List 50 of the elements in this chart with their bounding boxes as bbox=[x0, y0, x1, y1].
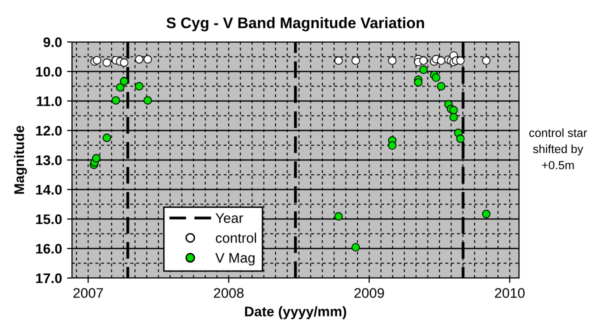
y-tick-label: 13.0 bbox=[36, 155, 62, 166]
point bbox=[120, 58, 128, 67]
text: control star shifted by +0.5m bbox=[529, 128, 588, 170]
point bbox=[351, 56, 360, 65]
x-tick-label: 2010 bbox=[494, 288, 525, 298]
y-axis-title: Magnitude bbox=[14, 126, 27, 194]
x-tick-label: 2008 bbox=[214, 288, 244, 298]
point bbox=[414, 78, 422, 87]
point bbox=[334, 212, 343, 221]
point bbox=[388, 56, 396, 65]
point bbox=[436, 56, 446, 65]
point bbox=[116, 83, 124, 92]
point bbox=[419, 56, 428, 65]
point bbox=[334, 56, 343, 65]
point bbox=[432, 73, 440, 82]
y-tick-label: 16.0 bbox=[36, 244, 62, 254]
y-tick-label: 15.0 bbox=[36, 214, 62, 224]
point bbox=[436, 82, 446, 90]
legend-label: V Mag bbox=[215, 253, 255, 266]
x-tick-label: 2009 bbox=[354, 288, 384, 298]
y-tick-label: 12.0 bbox=[36, 126, 62, 136]
x-axis-title: Date (yyyy/mm) bbox=[245, 306, 346, 320]
point bbox=[482, 56, 490, 65]
point bbox=[482, 210, 490, 218]
y-tick-label: 9.0 bbox=[43, 37, 62, 48]
point bbox=[144, 55, 152, 64]
point bbox=[102, 134, 112, 142]
y-tick-label: 17.0 bbox=[36, 273, 62, 284]
point bbox=[144, 96, 152, 105]
point bbox=[456, 134, 465, 143]
point bbox=[92, 154, 101, 162]
point bbox=[102, 58, 112, 67]
legend-label: Year bbox=[216, 213, 244, 223]
chart-title: S Cyg - V Band Magnitude Variation bbox=[166, 17, 424, 32]
point bbox=[419, 66, 428, 74]
point bbox=[388, 141, 396, 150]
legend-label: control bbox=[216, 232, 256, 243]
point bbox=[92, 56, 102, 65]
y-tick-label: 10.0 bbox=[36, 66, 62, 77]
point bbox=[449, 106, 458, 114]
point bbox=[134, 82, 144, 90]
y-tick-label: 14.0 bbox=[36, 184, 62, 195]
point bbox=[351, 243, 360, 252]
point bbox=[134, 55, 144, 64]
point bbox=[120, 77, 128, 86]
point bbox=[112, 96, 120, 105]
x-tick-label: 2007 bbox=[73, 288, 103, 298]
point bbox=[456, 56, 465, 65]
point bbox=[449, 113, 458, 122]
y-tick-label: 11.0 bbox=[36, 96, 62, 106]
